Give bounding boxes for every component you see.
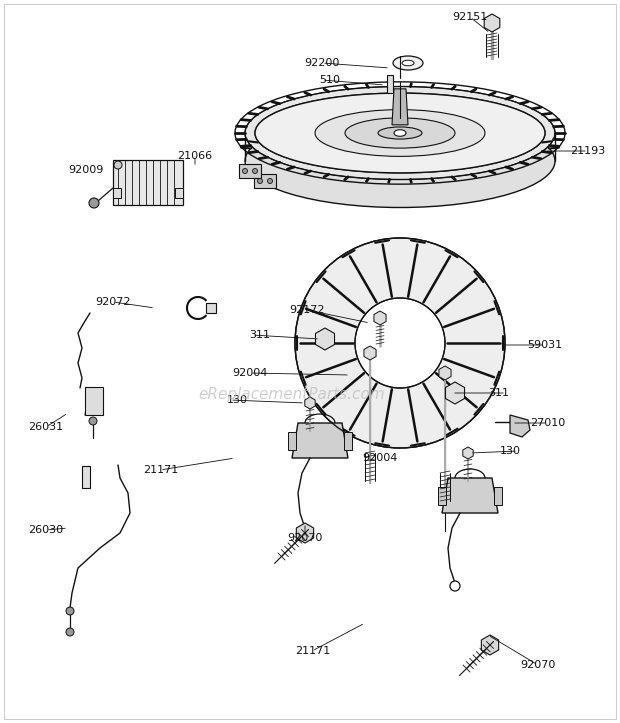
- Text: 21171: 21171: [143, 465, 178, 475]
- Polygon shape: [484, 14, 500, 32]
- Ellipse shape: [245, 114, 555, 208]
- Text: 92004: 92004: [362, 453, 397, 463]
- Text: 311: 311: [488, 388, 509, 398]
- Text: 92151: 92151: [452, 12, 487, 22]
- Bar: [82, 466, 90, 488]
- Text: 92004: 92004: [232, 368, 268, 378]
- Circle shape: [252, 168, 257, 174]
- Ellipse shape: [402, 60, 414, 66]
- Text: 311: 311: [249, 330, 270, 340]
- Ellipse shape: [315, 110, 485, 156]
- Polygon shape: [296, 523, 314, 543]
- Bar: [113, 188, 121, 198]
- Text: 26031: 26031: [28, 422, 63, 432]
- Circle shape: [300, 526, 310, 536]
- Bar: [85, 387, 103, 415]
- Text: eReplacementParts.com: eReplacementParts.com: [198, 387, 385, 401]
- Text: 21066: 21066: [177, 151, 213, 161]
- Text: 26030: 26030: [28, 525, 63, 535]
- Text: 27010: 27010: [530, 418, 565, 428]
- Bar: [206, 303, 216, 313]
- Circle shape: [114, 161, 122, 169]
- Polygon shape: [463, 447, 473, 459]
- Circle shape: [450, 581, 460, 591]
- Polygon shape: [439, 366, 451, 380]
- Bar: [387, 75, 393, 93]
- Circle shape: [66, 628, 74, 636]
- Circle shape: [89, 417, 97, 425]
- Ellipse shape: [345, 118, 455, 148]
- Bar: [494, 487, 502, 505]
- Text: 130: 130: [227, 395, 248, 405]
- Bar: [438, 487, 446, 505]
- Polygon shape: [364, 346, 376, 360]
- Ellipse shape: [255, 93, 545, 173]
- Polygon shape: [292, 423, 348, 458]
- Text: 92072: 92072: [95, 297, 130, 307]
- Ellipse shape: [245, 87, 555, 179]
- Bar: [239, 164, 261, 178]
- Polygon shape: [374, 311, 386, 325]
- Circle shape: [89, 198, 99, 208]
- Text: 92172: 92172: [290, 305, 325, 315]
- Text: 21171: 21171: [294, 646, 330, 656]
- Text: 59031: 59031: [527, 340, 562, 350]
- Bar: [344, 432, 352, 450]
- Text: 92200: 92200: [304, 58, 340, 68]
- Ellipse shape: [255, 93, 545, 173]
- Ellipse shape: [378, 127, 422, 139]
- Polygon shape: [305, 397, 315, 409]
- Bar: [175, 188, 183, 198]
- Bar: [113, 160, 183, 205]
- Polygon shape: [446, 382, 464, 404]
- Text: 510: 510: [319, 75, 340, 85]
- Ellipse shape: [394, 129, 406, 137]
- Text: 130: 130: [500, 446, 521, 456]
- Bar: [288, 432, 296, 450]
- Circle shape: [257, 179, 262, 184]
- Text: 92009: 92009: [68, 165, 104, 175]
- Text: 92070: 92070: [520, 660, 556, 670]
- Circle shape: [267, 179, 273, 184]
- Text: 92070: 92070: [287, 533, 322, 543]
- Polygon shape: [316, 328, 335, 350]
- Polygon shape: [481, 635, 498, 655]
- Polygon shape: [392, 89, 408, 125]
- Circle shape: [295, 238, 505, 448]
- Ellipse shape: [393, 56, 423, 70]
- Polygon shape: [442, 478, 498, 513]
- Circle shape: [66, 607, 74, 615]
- Bar: [254, 174, 276, 188]
- Circle shape: [242, 168, 247, 174]
- Circle shape: [355, 298, 445, 388]
- Polygon shape: [510, 415, 530, 437]
- Text: 21193: 21193: [570, 146, 605, 156]
